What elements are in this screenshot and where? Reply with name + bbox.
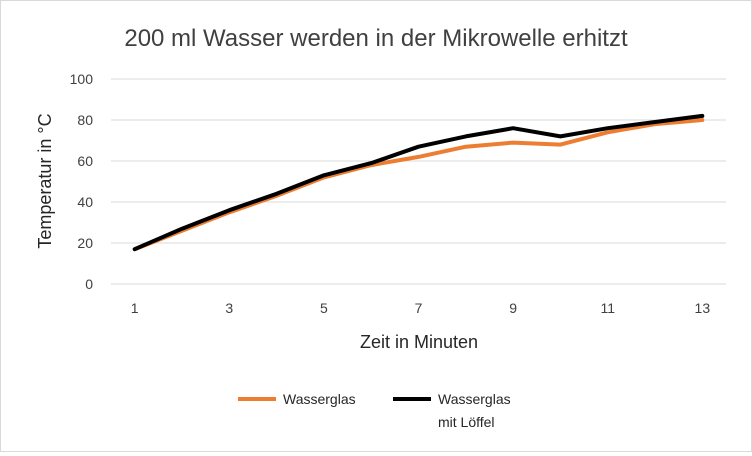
y-axis-title: Temperatur in °C bbox=[35, 113, 55, 248]
x-tick-label-11: 11 bbox=[600, 300, 615, 316]
legend-label-wasserglas-mit-loeffel-line2: mit Löffel bbox=[438, 414, 495, 430]
series-line-wasserglas bbox=[132, 118, 705, 252]
y-tick-label-40: 40 bbox=[77, 194, 93, 210]
x-tick-label-13: 13 bbox=[695, 300, 711, 316]
legend-label-wasserglas: Wasserglas bbox=[283, 391, 356, 407]
legend: Wasserglas Wasserglas mit Löffel bbox=[238, 391, 511, 430]
chart-title: 200 ml Wasser werden in der Mikrowelle e… bbox=[124, 25, 628, 52]
series-lines bbox=[132, 113, 705, 252]
y-tick-label-60: 60 bbox=[77, 153, 93, 169]
gridlines bbox=[111, 78, 726, 285]
x-axis-title: Zeit in Minuten bbox=[360, 332, 478, 352]
y-tick-label-80: 80 bbox=[77, 112, 93, 128]
y-tick-label-100: 100 bbox=[70, 71, 94, 87]
x-tick-label-1: 1 bbox=[131, 300, 139, 316]
x-axis-ticks: 1 3 5 7 9 11 13 bbox=[131, 300, 711, 316]
x-tick-label-5: 5 bbox=[320, 300, 328, 316]
y-axis-ticks: 0 20 40 60 80 100 bbox=[70, 71, 94, 292]
y-tick-label-0: 0 bbox=[85, 276, 93, 292]
y-tick-label-20: 20 bbox=[77, 235, 93, 251]
legend-label-wasserglas-mit-loeffel-line1: Wasserglas bbox=[438, 391, 511, 407]
series-line-wasserglas-mit-loeffel bbox=[132, 113, 705, 252]
x-tick-label-9: 9 bbox=[509, 300, 517, 316]
x-tick-label-7: 7 bbox=[415, 300, 423, 316]
x-tick-label-3: 3 bbox=[225, 300, 233, 316]
